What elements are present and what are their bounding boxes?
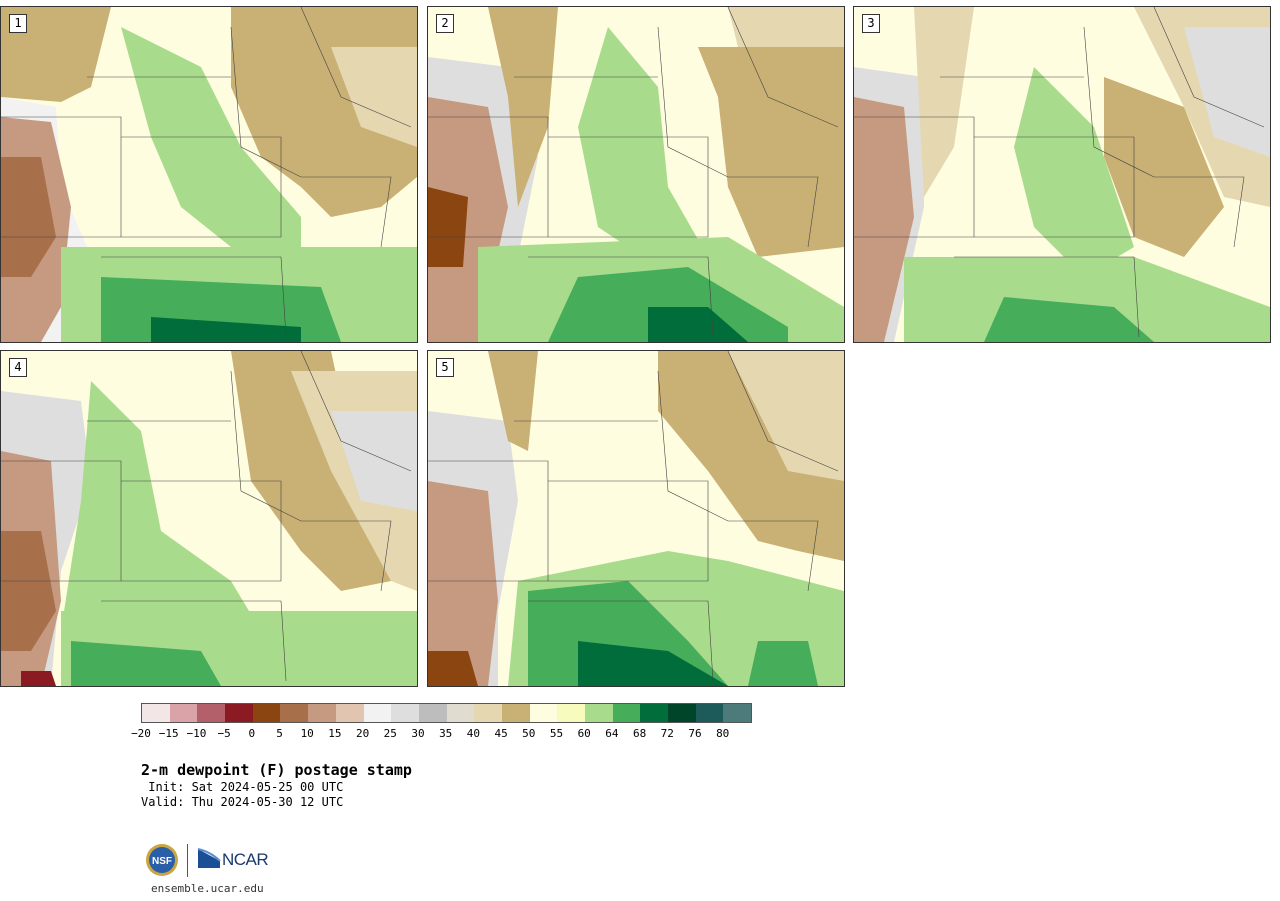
colorbar-cell <box>557 704 585 722</box>
colorbar-tick: 72 <box>660 727 674 740</box>
dewpoint-field-2 <box>428 7 844 342</box>
colorbar-tick: 68 <box>632 727 647 740</box>
colorbar-tick: 40 <box>466 727 481 740</box>
colorbar-tick: 45 <box>494 727 508 740</box>
valid-time: Valid: Thu 2024-05-30 12 UTC <box>141 795 344 809</box>
colorbar-tick-labels: −20 −15 −10 −5 0 5 10 15 20 25 30 35 40 45 50 55 60 64 68 7… <box>131 727 761 741</box>
colorbar-cell <box>723 704 752 722</box>
dewpoint-colorbar <box>141 703 753 723</box>
colorbar-cell <box>225 704 253 722</box>
colorbar-cell <box>446 704 475 722</box>
colorbar-cell <box>142 704 170 722</box>
ncar-logo-text: NCAR <box>222 850 269 869</box>
colorbar-cell <box>252 704 281 722</box>
colorbar-tick: 60 <box>577 727 591 740</box>
colorbar-cell <box>501 704 530 722</box>
ncar-logo-icon <box>197 848 221 868</box>
colorbar-cell <box>585 704 613 722</box>
ensemble-member-map-2: 2 <box>427 6 845 343</box>
colorbar-cell <box>695 704 724 722</box>
colorbar-tick: 64 <box>605 727 619 740</box>
colorbar-cell <box>418 704 447 722</box>
dewpoint-field-1 <box>1 7 417 342</box>
nsf-logo-text: NSF <box>152 856 172 867</box>
ensemble-member-map-1: 1 <box>0 6 418 343</box>
logo-divider <box>187 844 188 877</box>
dewpoint-field-3 <box>854 7 1270 342</box>
ensemble-member-map-5: 5 <box>427 350 845 687</box>
colorbar-tick: 55 <box>549 727 564 740</box>
colorbar-tick: 35 <box>439 727 453 740</box>
colorbar-cell <box>529 704 558 722</box>
panel-number: 3 <box>862 14 880 33</box>
site-url: ensemble.ucar.edu <box>151 882 264 895</box>
colorbar-cell <box>612 704 641 722</box>
colorbar-tick: 0 <box>248 727 256 740</box>
panel-number: 2 <box>436 14 454 33</box>
plot-title: 2-m dewpoint (F) postage stamp <box>141 761 412 779</box>
colorbar-cell <box>169 704 198 722</box>
colorbar-tick: 76 <box>688 727 702 740</box>
colorbar-cell <box>335 704 364 722</box>
colorbar-cell <box>197 704 226 722</box>
panel-number: 1 <box>9 14 27 33</box>
ensemble-member-map-4: 4 <box>0 350 418 687</box>
colorbar-tick: 10 <box>300 727 314 740</box>
colorbar-tick: −15 <box>158 727 179 740</box>
colorbar-cell <box>391 704 419 722</box>
dewpoint-field-5 <box>428 351 844 686</box>
colorbar-cell <box>474 704 502 722</box>
colorbar-tick: −20 <box>131 727 151 740</box>
colorbar-tick: 5 <box>276 727 283 740</box>
colorbar-cell <box>280 704 309 722</box>
colorbar-tick: 25 <box>383 727 397 740</box>
colorbar-tick: 30 <box>411 727 425 740</box>
colorbar-cell <box>640 704 669 722</box>
colorbar-tick: 15 <box>328 727 342 740</box>
panel-number: 5 <box>436 358 454 377</box>
colorbar-tick: 50 <box>522 727 536 740</box>
nsf-logo-icon: NSF <box>146 844 178 876</box>
colorbar-tick: 80 <box>716 727 730 740</box>
dewpoint-field-4 <box>1 351 417 686</box>
colorbar-cell <box>363 704 392 722</box>
colorbar-cell <box>668 704 696 722</box>
init-time: Init: Sat 2024-05-25 00 UTC <box>141 780 344 794</box>
colorbar-cell <box>308 704 336 722</box>
colorbar-tick: 20 <box>355 727 370 740</box>
colorbar-tick: −10 <box>186 727 207 740</box>
colorbar-tick: −5 <box>217 727 231 740</box>
ensemble-member-map-3: 3 <box>853 6 1271 343</box>
panel-number: 4 <box>9 358 27 377</box>
